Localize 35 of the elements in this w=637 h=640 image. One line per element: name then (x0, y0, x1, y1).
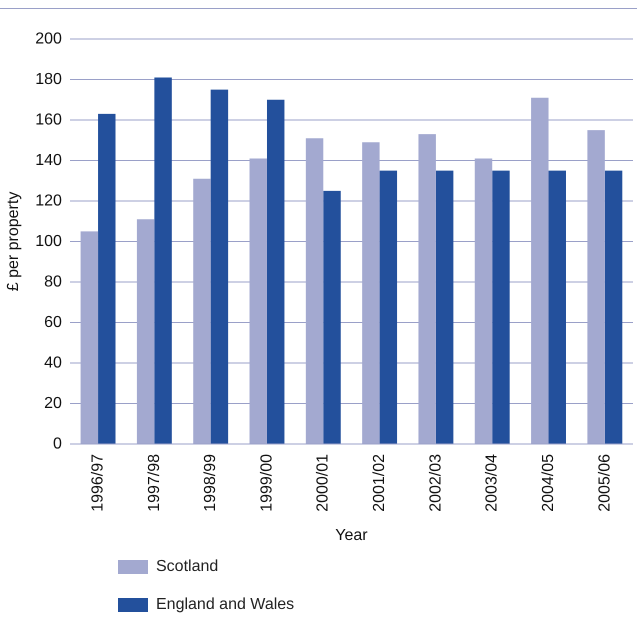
y-tick-label: 140 (35, 152, 62, 169)
x-axis-title: Year (335, 526, 368, 544)
x-tick-label: 2000/01 (314, 454, 332, 512)
x-tick-label: 2001/02 (371, 454, 388, 512)
x-tick-label: 2002/03 (427, 454, 444, 512)
y-axis-title: £ per property (5, 192, 22, 292)
bar (380, 170, 398, 444)
y-tick-label: 200 (35, 30, 62, 48)
y-tick-label: 60 (44, 314, 62, 331)
bar (154, 77, 172, 444)
x-tick-label: 2005/06 (596, 454, 614, 512)
bar (436, 170, 454, 444)
x-tick-label: 2003/04 (484, 454, 501, 512)
y-tick-label: 80 (44, 273, 62, 290)
bar (266, 100, 284, 444)
y-tick-label: 180 (35, 70, 62, 88)
bar (492, 170, 510, 444)
x-tick-label: 1997/98 (146, 454, 163, 512)
y-tick-label: 160 (35, 111, 62, 128)
x-tick-label: 1999/00 (258, 454, 276, 512)
legend-label: Scotland (156, 558, 218, 576)
x-tick-label: 2004/05 (540, 454, 557, 512)
legend-label: England and Wales (156, 596, 294, 614)
bar (210, 90, 228, 444)
x-tick-label: 1996/97 (89, 454, 106, 512)
y-tick-label: 20 (44, 394, 62, 412)
bar (323, 190, 341, 444)
y-tick-label: 40 (44, 354, 62, 372)
y-tick-label: 120 (35, 192, 62, 210)
bar (604, 170, 622, 444)
x-tick-label: 1998/99 (202, 454, 220, 512)
bar (548, 170, 566, 444)
y-tick-label: 0 (52, 435, 62, 452)
bar (98, 114, 116, 444)
y-tick-label: 100 (35, 232, 62, 250)
